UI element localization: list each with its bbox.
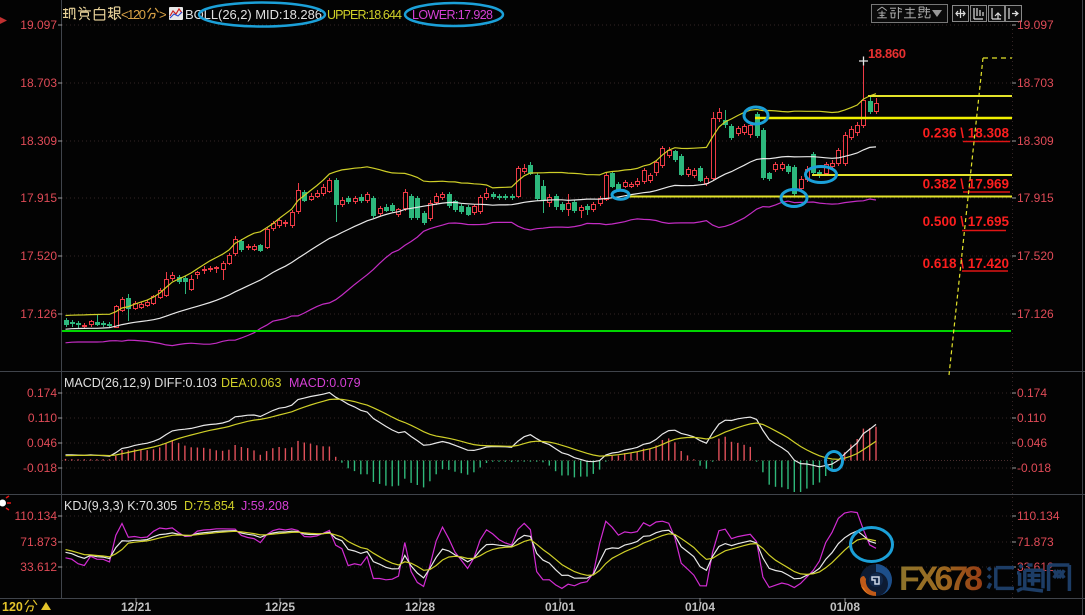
svg-text:0.174: 0.174 [1017, 386, 1047, 400]
svg-text:0.500 \ 17.695: 0.500 \ 17.695 [923, 214, 1010, 229]
svg-text:0.618 \ 17.420: 0.618 \ 17.420 [923, 256, 1009, 271]
svg-text:17.126: 17.126 [1017, 307, 1054, 321]
svg-text:18.703: 18.703 [20, 76, 57, 90]
svg-text:12/21: 12/21 [121, 600, 151, 614]
svg-text:17.915: 17.915 [1017, 191, 1054, 205]
svg-text:71.873: 71.873 [20, 535, 57, 549]
svg-text:01/04: 01/04 [685, 600, 715, 614]
svg-text:17.520: 17.520 [1017, 249, 1054, 263]
svg-text:MACD:0.079: MACD:0.079 [289, 376, 361, 390]
svg-text:18.309: 18.309 [1017, 134, 1054, 148]
svg-text:01/08: 01/08 [830, 600, 860, 614]
svg-text:D:75.854: D:75.854 [184, 499, 235, 513]
svg-text:18.309: 18.309 [20, 134, 57, 148]
svg-text:17.126: 17.126 [20, 307, 57, 321]
svg-text:0.236 \ 18.308: 0.236 \ 18.308 [923, 126, 1010, 141]
svg-text:110.134: 110.134 [15, 509, 58, 523]
svg-text:<120: <120 [121, 7, 146, 22]
svg-text:>: > [159, 7, 167, 22]
svg-text:MACD(26,12,9) DIFF:0.103: MACD(26,12,9) DIFF:0.103 [64, 376, 217, 390]
svg-text:FX678: FX678 [899, 560, 983, 598]
svg-text:12/28: 12/28 [405, 600, 435, 614]
svg-text:12/25: 12/25 [265, 600, 295, 614]
svg-text:17.915: 17.915 [20, 191, 57, 205]
svg-text:UPPER:18.644: UPPER:18.644 [327, 8, 402, 22]
svg-text:19.097: 19.097 [20, 18, 57, 32]
svg-text:0.046: 0.046 [27, 436, 57, 450]
svg-text:01/01: 01/01 [545, 600, 575, 614]
svg-text:120: 120 [2, 600, 23, 614]
svg-text:-0.018: -0.018 [23, 461, 57, 475]
svg-text:0.110: 0.110 [28, 411, 57, 425]
svg-text:0.382 \ 17.969: 0.382 \ 17.969 [923, 177, 1009, 192]
svg-text:71.873: 71.873 [1017, 535, 1054, 549]
svg-text:110.134: 110.134 [1017, 509, 1060, 523]
svg-text:0.046: 0.046 [1017, 436, 1047, 450]
svg-text:LOWER:17.928: LOWER:17.928 [412, 8, 493, 22]
svg-text:-0.018: -0.018 [1017, 461, 1051, 475]
svg-text:19.097: 19.097 [1017, 18, 1054, 32]
svg-text:17.520: 17.520 [20, 249, 57, 263]
svg-text:18.860: 18.860 [868, 46, 906, 61]
svg-text:DEA:0.063: DEA:0.063 [221, 376, 282, 390]
svg-text:KDJ(9,3,3) K:70.305: KDJ(9,3,3) K:70.305 [64, 499, 177, 513]
svg-text:18.703: 18.703 [1017, 76, 1054, 90]
svg-text:0.174: 0.174 [27, 386, 57, 400]
svg-text:J:59.208: J:59.208 [241, 499, 289, 513]
svg-text:33.612: 33.612 [20, 560, 57, 574]
svg-text:0.110: 0.110 [1017, 411, 1046, 425]
svg-text:BOLL(26,2) MID:18.286: BOLL(26,2) MID:18.286 [185, 7, 322, 22]
